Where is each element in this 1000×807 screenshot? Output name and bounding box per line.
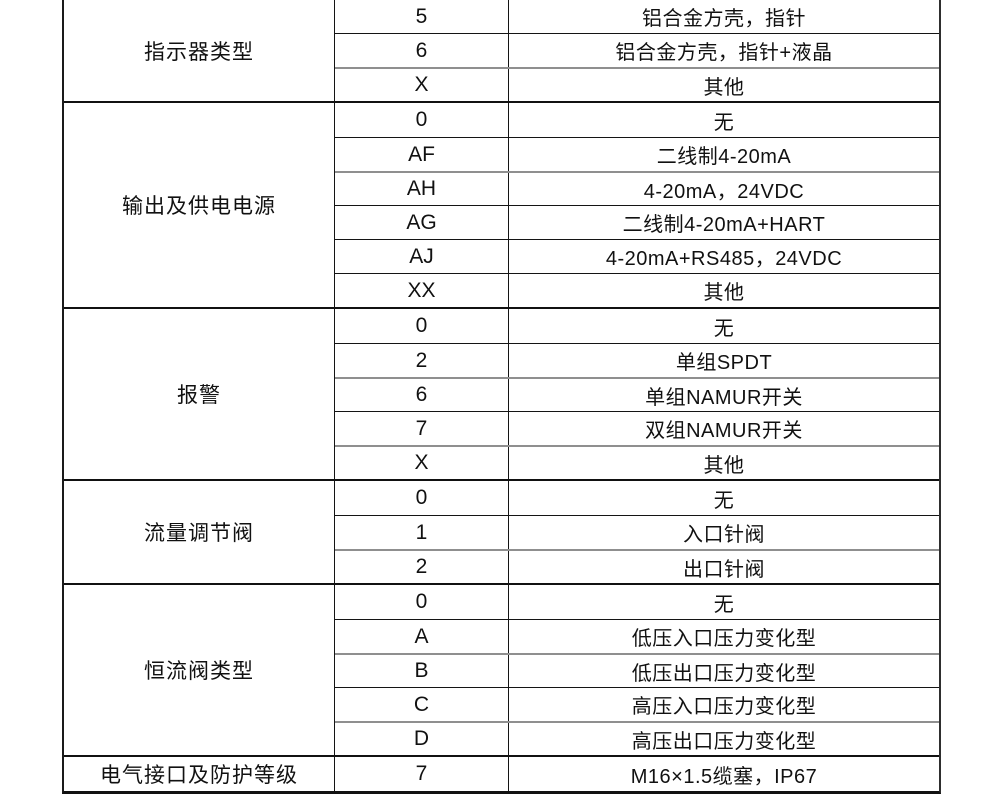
desc-cell: 入口针阀	[683, 524, 765, 546]
desc-cell: 二线制4-20mA	[656, 146, 792, 168]
category-cell: 报警	[64, 309, 335, 479]
desc-cell: 无	[713, 111, 735, 134]
table-row: B 低压出口压力变化型	[335, 653, 939, 687]
code-cell: 6	[335, 379, 509, 411]
desc-cell: 其他	[703, 76, 745, 99]
code-cell: 1	[335, 516, 509, 549]
desc-cell: 4-20mA+RS485，24VDC	[605, 248, 843, 270]
table-row: XX 其他	[335, 273, 939, 307]
code-cell: B	[335, 655, 509, 687]
code-cell: A	[335, 620, 509, 653]
table-row: 0 无	[335, 103, 939, 137]
code-cell: X	[335, 69, 509, 101]
table-row: X 其他	[335, 67, 939, 101]
section-rows: 7 M16×1.5缆塞，IP67	[335, 757, 939, 791]
desc-cell: 出口针阀	[683, 558, 765, 581]
desc-cell: 双组NAMUR开关	[645, 420, 803, 442]
desc-cell: 高压入口压力变化型	[631, 696, 817, 718]
code-cell: X	[335, 447, 509, 479]
section-electrical-interface-protection: 电气接口及防护等级 7 M16×1.5缆塞，IP67	[64, 755, 939, 791]
desc-cell: 低压入口压力变化型	[631, 628, 817, 650]
category-cell: 电气接口及防护等级	[64, 757, 335, 791]
code-cell: 6	[335, 34, 509, 67]
section-rows: 0 无 AF 二线制4-20mA AH 4-20mA，24VDC AG 二线制4…	[335, 103, 939, 307]
code-cell: 0	[335, 481, 509, 515]
code-cell: AJ	[335, 240, 509, 273]
section-rows: 0 无 A 低压入口压力变化型 B 低压出口压力变化型 C 高压入口压力变化型 …	[335, 585, 939, 755]
desc-cell: 铝合金方壳，指针	[642, 8, 806, 30]
code-cell: AG	[335, 206, 509, 239]
category-cell: 输出及供电电源	[64, 103, 335, 307]
desc-cell: 无	[713, 593, 735, 616]
desc-cell: 二线制4-20mA+HART	[622, 214, 826, 236]
code-cell: 7	[335, 412, 509, 445]
section-constant-flow-valve-type: 恒流阀类型 0 无 A 低压入口压力变化型 B 低压出口压力变化型 C 高压入口…	[64, 583, 939, 755]
table-row: C 高压入口压力变化型	[335, 687, 939, 721]
code-cell: 2	[335, 551, 509, 583]
desc-cell: M16×1.5缆塞，IP67	[630, 765, 818, 788]
section-rows: 5 铝合金方壳，指针 6 铝合金方壳，指针+液晶 X 其他	[335, 0, 939, 101]
desc-cell: 单组NAMUR开关	[645, 386, 803, 409]
desc-cell: 高压出口压力变化型	[631, 730, 817, 753]
section-alarm: 报警 0 无 2 单组SPDT 6 单组NAMUR开关 7 双组NAMUR开关	[64, 307, 939, 479]
table-row: 6 单组NAMUR开关	[335, 377, 939, 411]
code-cell: 0	[335, 585, 509, 619]
code-cell: 2	[335, 344, 509, 377]
code-cell: D	[335, 723, 509, 755]
table-row: 0 无	[335, 309, 939, 343]
code-cell: C	[335, 688, 509, 721]
code-cell: 5	[335, 0, 509, 33]
table-row: AJ 4-20mA+RS485，24VDC	[335, 239, 939, 273]
table-row: 0 无	[335, 481, 939, 515]
table-row: D 高压出口压力变化型	[335, 721, 939, 755]
table-row: 7 双组NAMUR开关	[335, 411, 939, 445]
section-output-power: 输出及供电电源 0 无 AF 二线制4-20mA AH 4-20mA，24VDC…	[64, 101, 939, 307]
desc-cell: 其他	[703, 282, 745, 304]
desc-cell: 低压出口压力变化型	[631, 662, 817, 685]
code-cell: XX	[335, 274, 509, 307]
category-cell: 恒流阀类型	[64, 585, 335, 755]
category-cell: 流量调节阀	[64, 481, 335, 583]
table-row: 7 M16×1.5缆塞，IP67	[335, 757, 939, 791]
code-cell: AF	[335, 138, 509, 171]
table-row: 1 入口针阀	[335, 515, 939, 549]
product-spec-code-table: 指示器类型 5 铝合金方壳，指针 6 铝合金方壳，指针+液晶 X 其他 输出及供…	[62, 0, 941, 794]
desc-cell: 其他	[703, 454, 745, 477]
desc-cell: 单组SPDT	[675, 352, 773, 374]
desc-cell: 铝合金方壳，指针+液晶	[615, 42, 833, 64]
desc-cell: 无	[713, 489, 735, 512]
table-row: AH 4-20mA，24VDC	[335, 171, 939, 205]
table-row: X 其他	[335, 445, 939, 479]
table-row: AG 二线制4-20mA+HART	[335, 205, 939, 239]
table-row: 6 铝合金方壳，指针+液晶	[335, 33, 939, 67]
table-row: 2 出口针阀	[335, 549, 939, 583]
code-cell: 0	[335, 309, 509, 343]
desc-cell: 4-20mA，24VDC	[643, 180, 805, 203]
code-cell: 0	[335, 103, 509, 137]
desc-cell: 无	[713, 317, 735, 340]
section-indicator-type: 指示器类型 5 铝合金方壳，指针 6 铝合金方壳，指针+液晶 X 其他	[64, 0, 939, 101]
table-row: 2 单组SPDT	[335, 343, 939, 377]
table-row: A 低压入口压力变化型	[335, 619, 939, 653]
section-rows: 0 无 2 单组SPDT 6 单组NAMUR开关 7 双组NAMUR开关 X	[335, 309, 939, 479]
category-cell: 指示器类型	[64, 0, 335, 101]
table-row: 5 铝合金方壳，指针	[335, 0, 939, 33]
code-cell: AH	[335, 173, 509, 205]
table-row: AF 二线制4-20mA	[335, 137, 939, 171]
table-row: 0 无	[335, 585, 939, 619]
section-rows: 0 无 1 入口针阀 2 出口针阀	[335, 481, 939, 583]
section-flow-regulating-valve: 流量调节阀 0 无 1 入口针阀 2 出口针阀	[64, 479, 939, 583]
code-cell: 7	[335, 757, 509, 791]
